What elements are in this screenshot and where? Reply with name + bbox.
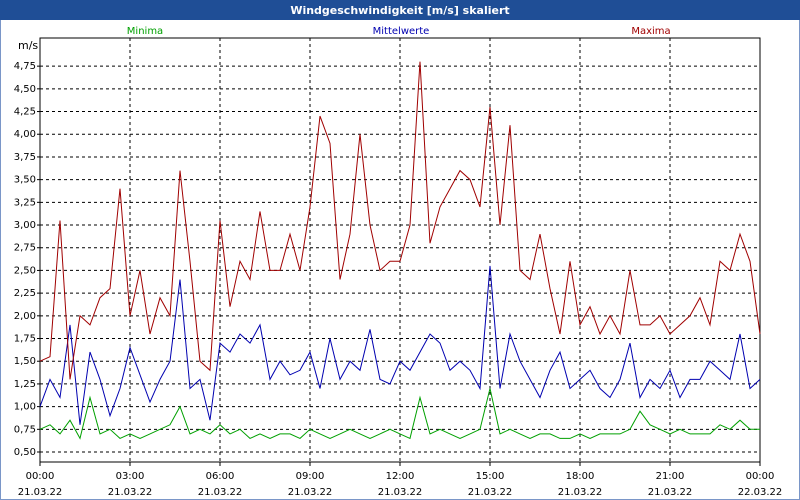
y-tick-label: 4,00 (14, 129, 36, 140)
y-tick-label: 2,00 (14, 311, 36, 322)
title-bar (0, 0, 800, 20)
series-line (39, 388, 760, 440)
x-tick-label: 03:00 (116, 471, 145, 482)
legend-label: Maxima (631, 26, 670, 37)
y-tick-label: 2,75 (14, 243, 36, 254)
x-tick-label: 00:00 (746, 471, 775, 482)
y-tick-label: 1,25 (14, 379, 36, 390)
y-tick-label: 3,00 (14, 220, 36, 231)
x-tick-date: 21.03.22 (198, 487, 243, 498)
x-tick-date: 21.03.22 (558, 487, 603, 498)
y-tick-label: 4,75 (14, 61, 36, 72)
x-tick-label: 15:00 (476, 471, 505, 482)
y-tick-label: 4,25 (14, 107, 36, 118)
x-tick-date: 21.03.22 (378, 487, 423, 498)
y-tick-label: 1,75 (14, 334, 36, 345)
y-tick-label: 0,50 (14, 447, 36, 458)
y-tick-label: 3,50 (14, 175, 36, 186)
x-tick-date: 21.03.22 (648, 487, 693, 498)
x-tick-date: 21.03.22 (18, 487, 63, 498)
y-tick-label: 3,25 (14, 197, 36, 208)
x-tick-label: 09:00 (296, 471, 325, 482)
legend-label: Mittelwerte (373, 26, 430, 37)
series-line (39, 61, 761, 380)
y-unit: m/s (18, 39, 38, 52)
series-line (39, 265, 761, 425)
y-tick-label: 0,75 (14, 424, 36, 435)
x-tick-date: 21.03.22 (108, 487, 153, 498)
x-tick-date: 22.03.22 (738, 487, 783, 498)
y-tick-label: 4,50 (14, 84, 36, 95)
y-tick-label: 3,75 (14, 152, 36, 163)
x-tick-date: 21.03.22 (468, 487, 513, 498)
y-tick-label: 1,50 (14, 356, 36, 367)
x-tick-label: 00:00 (26, 471, 55, 482)
x-tick-label: 12:00 (386, 471, 415, 482)
x-tick-label: 18:00 (566, 471, 595, 482)
x-tick-label: 06:00 (206, 471, 235, 482)
y-tick-label: 2,50 (14, 265, 36, 276)
x-tick-date: 21.03.22 (288, 487, 333, 498)
y-tick-label: 2,25 (14, 288, 36, 299)
legend-label: Minima (127, 26, 163, 37)
chart-title: Windgeschwindigkeit [m/s] skaliert (290, 4, 509, 17)
x-tick-label: 21:00 (656, 471, 685, 482)
y-tick-label: 1,00 (14, 402, 36, 413)
